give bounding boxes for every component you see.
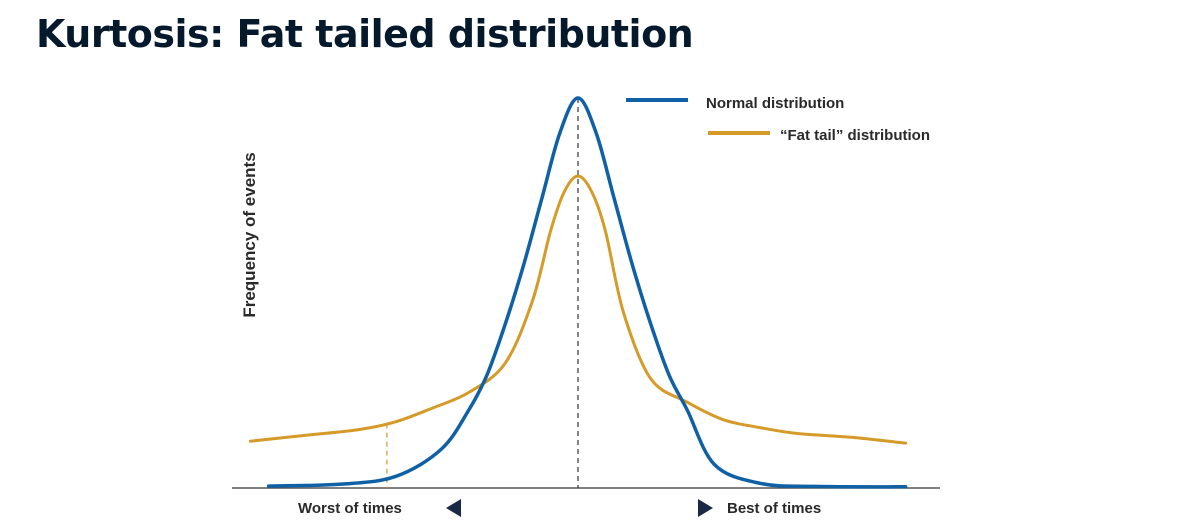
- chart-labels: Frequency of events Worst of times Best of…: [240, 152, 821, 517]
- page-title: Kurtosis: Fat tailed distribution: [36, 12, 694, 56]
- legend-label-normal: Normal distribution: [706, 95, 844, 112]
- chart-curves: [248, 96, 908, 489]
- chart-guides: [386, 98, 579, 488]
- normal-series-line: [266, 96, 908, 489]
- arrow-right-icon: [698, 499, 713, 517]
- fat-tail-series-line: [248, 174, 908, 445]
- legend-label-fat-tail: “Fat tail” distribution: [780, 127, 930, 144]
- x-label-worst: Worst of times: [298, 500, 402, 517]
- arrow-left-icon: [446, 499, 461, 517]
- y-axis-label: Frequency of events: [240, 152, 259, 317]
- chart-legend: Normal distribution “Fat tail” distributi…: [626, 95, 930, 144]
- x-label-best: Best of times: [727, 500, 821, 517]
